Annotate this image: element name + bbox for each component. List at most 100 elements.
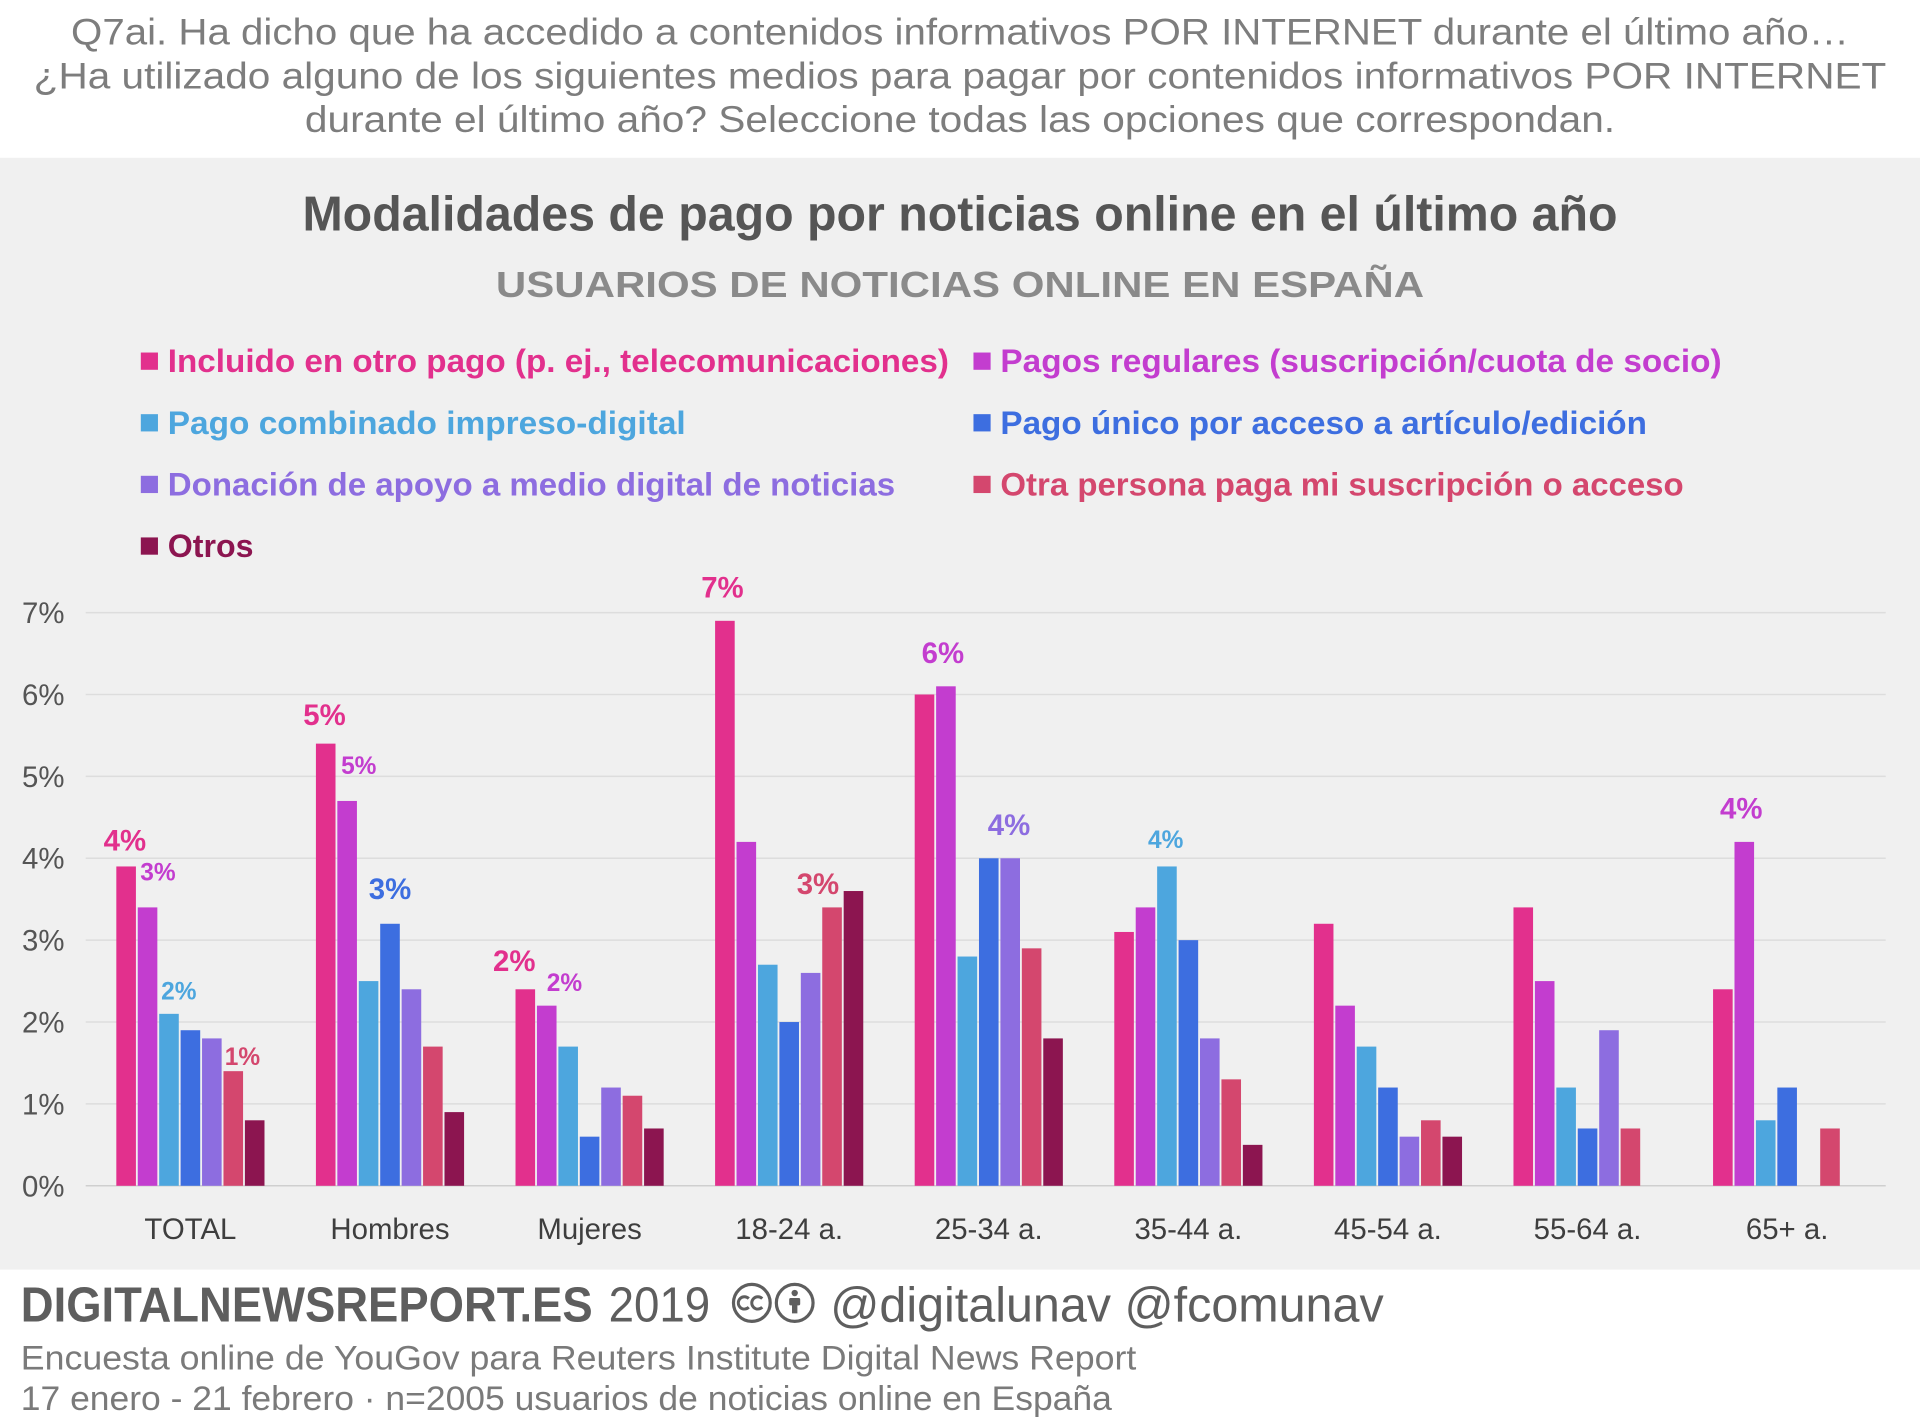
bar <box>1021 948 1042 1186</box>
x-tick-label: TOTAL <box>144 1213 236 1246</box>
legend-label: Incluido en otro pago (p. ej., telecomun… <box>168 343 949 379</box>
bar <box>936 686 956 1186</box>
bar <box>244 1120 265 1186</box>
y-tick-label: 7% <box>22 597 64 630</box>
by-icon-ring <box>774 1282 815 1323</box>
x-tick-label: 55-64 a. <box>1534 1213 1642 1246</box>
bar <box>843 891 864 1186</box>
bar <box>423 1046 443 1186</box>
bar <box>1221 1079 1242 1186</box>
x-tick-label: 65+ a. <box>1746 1213 1828 1246</box>
y-tick-label: 5% <box>22 761 64 794</box>
question-block: Q7ai. Ha dicho que ha accedido a conteni… <box>34 11 1887 140</box>
bar <box>1777 1087 1797 1186</box>
footer: DIGITALNEWSREPORT.ES 2019 @digitalunav @… <box>21 1278 1384 1418</box>
data-label: 5% <box>303 699 345 732</box>
data-label: 4% <box>104 824 146 857</box>
y-tick-label: 1% <box>22 1088 64 1121</box>
y-axis-labels: 0% 1% 2% 3% 4% 5% 6% 7% <box>22 597 64 1203</box>
bar <box>1442 1136 1463 1186</box>
legend-item-otra-persona: Otra persona paga mi suscripción o acces… <box>973 466 1684 503</box>
footer-handles: @digitalunav @fcomunav <box>830 1278 1384 1332</box>
bar <box>644 1128 664 1186</box>
legend-item-pago-combinado: Pago combinado impreso-digital <box>140 405 686 441</box>
bar <box>914 694 935 1186</box>
legend-swatch <box>140 352 158 370</box>
chart-title: Modalidades de pago por noticias online … <box>302 187 1617 241</box>
legend: Incluido en otro pago (p. ej., telecomun… <box>140 343 1722 564</box>
bar <box>1335 1005 1355 1186</box>
x-tick-label: 45-54 a. <box>1334 1213 1442 1246</box>
legend-item-donacion: Donación de apoyo a medio digital de not… <box>140 466 895 503</box>
x-axis-labels: TOTAL Hombres Mujeres 18-24 a. 25-34 a. 35-44… <box>144 1213 1828 1246</box>
footer-fieldwork: 17 enero - 21 febrero · n=2005 usuarios … <box>21 1380 1113 1418</box>
bars <box>116 620 1840 1186</box>
legend-label: Otros <box>168 528 254 564</box>
by-icon-legs <box>792 1304 798 1314</box>
bar <box>1713 989 1733 1186</box>
bar <box>558 1046 578 1186</box>
bar <box>223 1071 244 1186</box>
bar <box>1157 866 1177 1186</box>
bar <box>1399 1136 1420 1186</box>
bar <box>380 923 400 1186</box>
question-line-3: durante el último año? Seleccione todas … <box>305 99 1615 140</box>
x-tick-label: 35-44 a. <box>1134 1213 1242 1246</box>
x-tick-label: 18-24 a. <box>735 1213 843 1246</box>
y-tick-label: 0% <box>22 1170 64 1203</box>
data-label: 2% <box>547 970 583 997</box>
question-line-1: Q7ai. Ha dicho que ha accedido a conteni… <box>71 11 1849 52</box>
bar <box>579 1136 600 1186</box>
bar <box>1820 1128 1840 1186</box>
cc-icon-ring <box>731 1282 772 1323</box>
bar <box>715 620 735 1186</box>
bar <box>536 1005 557 1186</box>
bar <box>401 989 422 1186</box>
bar <box>822 907 842 1186</box>
bar <box>202 1038 222 1186</box>
footer-year: 2019 <box>609 1278 711 1332</box>
bar <box>779 1022 799 1186</box>
y-tick-label: 2% <box>22 1006 64 1039</box>
bar <box>1313 923 1334 1186</box>
bar <box>757 964 778 1186</box>
bar <box>1378 1087 1398 1186</box>
legend-label: Pagos regulares (suscripción/cuota de so… <box>1000 343 1721 379</box>
data-label: 3% <box>369 873 411 906</box>
bar <box>1114 931 1134 1186</box>
data-label: 5% <box>341 753 377 780</box>
bar <box>736 841 757 1186</box>
bar <box>515 989 536 1186</box>
x-tick-label: Mujeres <box>537 1213 641 1246</box>
bar <box>159 1013 179 1186</box>
legend-swatch <box>140 537 158 555</box>
data-label: 6% <box>922 637 964 670</box>
legend-item-pago-unico: Pago único por acceso a artículo/edición <box>973 405 1647 441</box>
data-label: 4% <box>1148 827 1184 854</box>
bar <box>1599 1030 1619 1186</box>
x-tick-label: Hombres <box>330 1213 449 1246</box>
data-label: 2% <box>161 979 197 1006</box>
bar <box>1421 1120 1441 1186</box>
data-label: 3% <box>140 859 176 886</box>
chart-subtitle: USUARIOS DE NOTICIAS ONLINE EN ESPAÑA <box>496 265 1424 305</box>
legend-swatch <box>973 414 991 432</box>
bar <box>1178 940 1199 1186</box>
legend-item-incluido: Incluido en otro pago (p. ej., telecomun… <box>140 343 949 379</box>
bar <box>1513 907 1534 1186</box>
cc-icon <box>731 1282 772 1323</box>
bar <box>622 1095 643 1186</box>
footer-source: Encuesta online de YouGov para Reuters I… <box>21 1339 1137 1377</box>
data-label: 1% <box>225 1044 261 1071</box>
bar <box>1356 1046 1377 1186</box>
bar <box>800 972 821 1186</box>
legend-swatch <box>140 475 158 494</box>
x-tick-label: 25-34 a. <box>935 1213 1043 1246</box>
legend-label: Otra persona paga mi suscripción o acces… <box>1000 466 1683 502</box>
data-label: 4% <box>988 809 1030 842</box>
bar <box>1135 907 1156 1186</box>
legend-label: Pago combinado impreso-digital <box>168 405 686 441</box>
legend-item-otros: Otros <box>140 528 254 564</box>
legend-swatch <box>973 352 991 370</box>
